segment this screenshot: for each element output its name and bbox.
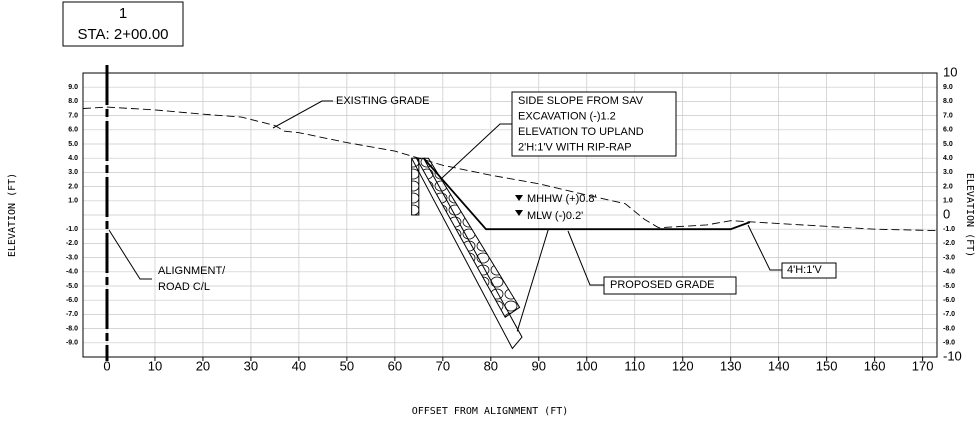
y-tick-label: 7.0 (68, 112, 78, 119)
annotation: MLW (-)0.2' (527, 210, 583, 222)
y-tick-label: -6.0 (66, 297, 78, 304)
annotation: MHHW (+)0.8' (527, 193, 597, 205)
x-tick-label: 20 (196, 358, 210, 373)
x-tick-label: 80 (484, 358, 498, 373)
y2-tick-label: 2.0 (943, 183, 953, 190)
y-tick-label: -3.0 (66, 254, 78, 261)
x-tick-label: 10 (148, 358, 162, 373)
y-tick-label: 3.0 (68, 169, 78, 176)
leader (567, 230, 604, 286)
trench-outline (411, 157, 523, 350)
annotation: ROAD C/L (158, 281, 210, 293)
x-tick-label: 40 (292, 358, 306, 373)
x-tick-label: 60 (388, 358, 402, 373)
y-tick-label: -2.0 (66, 240, 78, 247)
x-tick-label: 150 (816, 358, 838, 373)
leader (747, 224, 782, 271)
y-tick-label: -1.0 (66, 226, 78, 233)
y2-tick-label: 4.0 (943, 155, 953, 162)
x-tick-label: 0 (103, 358, 110, 373)
x-tick-label: 110 (624, 358, 645, 373)
y-tick-label: 4.0 (68, 155, 78, 162)
y2-tick-label: -2.0 (943, 240, 955, 247)
y2-tick-label: -8.0 (943, 325, 955, 332)
grade-line (422, 157, 751, 231)
grade-line (82, 106, 938, 232)
y2-tick-label: 3.0 (943, 169, 953, 176)
y2-tick-label: 0 (943, 206, 950, 221)
station-box (62, 1, 184, 47)
y-tick-label: 8.0 (68, 98, 78, 105)
y2-tick-label: -9.0 (943, 340, 955, 347)
station-label: STA: 2+00.00 (77, 26, 168, 43)
x-tick-label: 30 (244, 358, 258, 373)
annotation: 4'H:1'V (787, 264, 822, 276)
y-tick-label: 9.0 (68, 84, 78, 91)
annotation: ALIGNMENT/ (158, 265, 226, 277)
y2-tick-label: 6.0 (943, 127, 953, 134)
x-axis-label: OFFSET FROM ALIGNMENT (FT) (412, 406, 569, 417)
y2-axis-label: ELEVATION (FT) (964, 173, 975, 257)
x-tick-label: 140 (768, 358, 790, 373)
y2-tick-label: -5.0 (943, 283, 955, 290)
y-tick-label: -7.0 (66, 311, 78, 318)
y-tick-label: 1.0 (68, 198, 78, 205)
y2-tick-label: -6.0 (943, 297, 955, 304)
annotation: EXISTING GRADE (336, 95, 430, 107)
x-tick-label: 90 (532, 358, 546, 373)
y-tick-label: 5.0 (68, 141, 78, 148)
station-number: 1 (119, 5, 127, 22)
x-tick-label: 170 (912, 358, 934, 373)
leader (441, 123, 512, 179)
y2-tick-label: 7.0 (943, 112, 953, 119)
x-tick-label: 70 (436, 358, 450, 373)
leader (272, 100, 333, 129)
y-axis-label: ELEVATION (FT) (7, 173, 18, 257)
y2-tick-label: -10 (943, 348, 962, 363)
y2-tick-label: -1.0 (943, 226, 955, 233)
y2-tick-label: 1.0 (943, 198, 953, 205)
trench-outline (516, 229, 549, 332)
annotation: ELEVATION TO UPLAND (518, 126, 644, 138)
y-tick-label: 6.0 (68, 127, 78, 134)
annotation: 2'H:1'V WITH RIP-RAP (518, 141, 632, 153)
annotation: SIDE SLOPE FROM SAV (518, 95, 644, 107)
y-tick-label: -5.0 (66, 283, 78, 290)
x-tick-label: 130 (720, 358, 742, 373)
y2-tick-label: 8.0 (943, 98, 953, 105)
water-symbol (515, 210, 523, 216)
y2-tick-label: 9.0 (943, 84, 953, 91)
y2-tick-label: 10 (943, 64, 957, 79)
y-tick-label: -4.0 (66, 269, 78, 276)
rip-rap-toe (411, 157, 420, 216)
y2-tick-label: -3.0 (943, 254, 955, 261)
annotation: EXCAVATION (-)1.2 (518, 110, 616, 122)
x-tick-label: 120 (672, 358, 694, 373)
annotation-box (511, 91, 677, 157)
rip-rap (415, 157, 521, 318)
y2-tick-label: 5.0 (943, 141, 953, 148)
x-tick-label: 160 (864, 358, 886, 373)
x-tick-label: 100 (576, 358, 598, 373)
y2-tick-label: -4.0 (943, 269, 955, 276)
water-symbol (515, 195, 523, 201)
y2-tick-label: -7.0 (943, 311, 955, 318)
leader (108, 229, 152, 280)
annotation: PROPOSED GRADE (610, 279, 715, 291)
y-tick-label: -8.0 (66, 325, 78, 332)
y-tick-label: -9.0 (66, 340, 78, 347)
x-tick-label: 50 (340, 358, 354, 373)
y-tick-label: 2.0 (68, 183, 78, 190)
plot-frame (82, 72, 938, 358)
